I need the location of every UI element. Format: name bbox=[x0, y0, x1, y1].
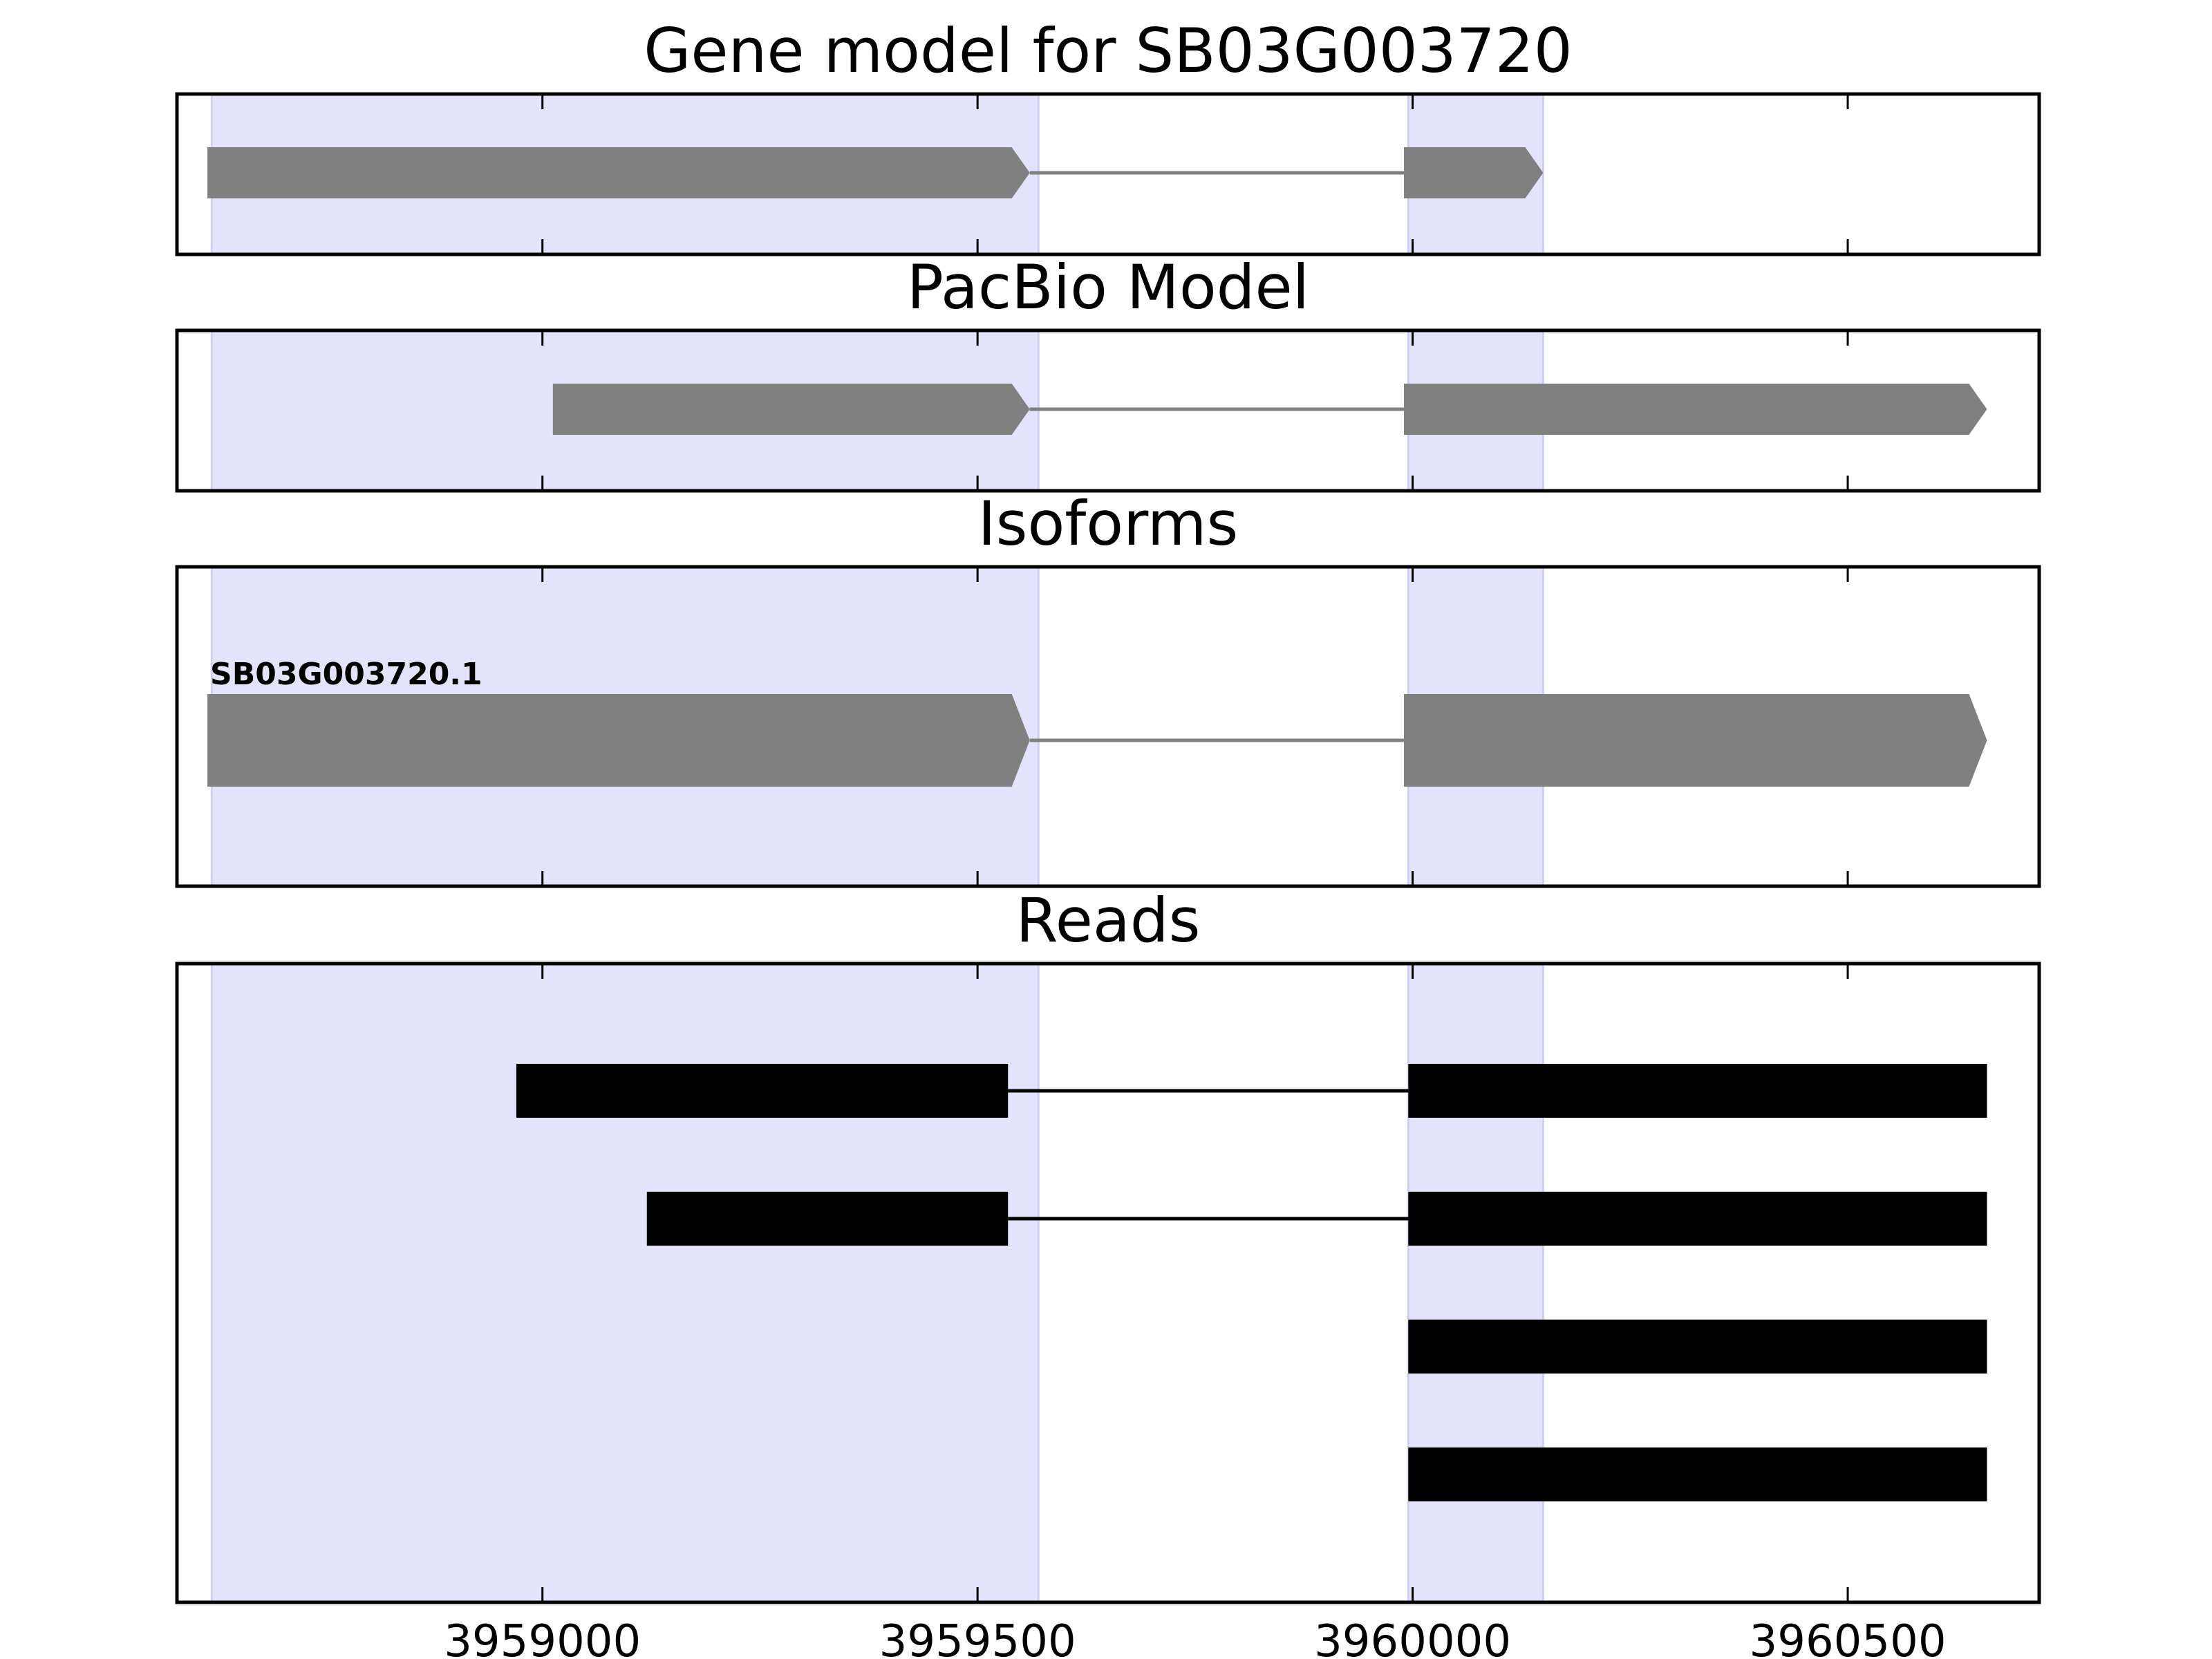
panel-title: Gene model for SB03G003720 bbox=[644, 15, 1573, 86]
shaded-region bbox=[1407, 962, 1544, 1604]
exon-block bbox=[1404, 147, 1544, 198]
transcript: SB03G003720.1 bbox=[207, 657, 1987, 787]
panel-title: Isoforms bbox=[978, 488, 1239, 559]
x-tick-label: 3959500 bbox=[879, 1616, 1076, 1659]
transcript bbox=[207, 147, 1544, 198]
axes-frame bbox=[175, 328, 2041, 493]
read-segment bbox=[516, 1064, 1009, 1118]
read-segment bbox=[1408, 1192, 1987, 1246]
exon-block bbox=[1404, 384, 1987, 435]
read-segment bbox=[1408, 1320, 1987, 1374]
panel-isoforms: Isoforms SB03G003720.1 bbox=[175, 488, 2041, 888]
read bbox=[1408, 1447, 1987, 1501]
x-tick-label: 3960500 bbox=[1750, 1616, 1947, 1659]
read-segment bbox=[646, 1192, 1009, 1246]
exon-block bbox=[207, 147, 1030, 198]
exon-block bbox=[207, 694, 1030, 787]
transcript bbox=[552, 384, 1987, 435]
axes-frame bbox=[175, 962, 2041, 1604]
read bbox=[516, 1064, 1987, 1118]
x-tick-label: 3959000 bbox=[444, 1616, 641, 1659]
read-segment bbox=[1408, 1064, 1987, 1118]
exon-block bbox=[552, 384, 1030, 435]
shaded-region bbox=[210, 962, 1040, 1604]
axes-frame bbox=[175, 565, 2041, 888]
panel-gene-model: Gene model for SB03G003720 bbox=[175, 15, 2041, 256]
panel-pacbio-model: PacBio Model bbox=[175, 252, 2041, 493]
panel-title: Reads bbox=[1016, 885, 1201, 956]
exon-block bbox=[1404, 694, 1987, 787]
panel-title: PacBio Model bbox=[907, 252, 1309, 323]
isoform-label: SB03G003720.1 bbox=[210, 657, 482, 692]
x-tick-label: 3960000 bbox=[1314, 1616, 1511, 1659]
read bbox=[1408, 1320, 1987, 1374]
panel-reads: Reads bbox=[175, 885, 2041, 1604]
read bbox=[646, 1192, 1987, 1246]
axes-frame bbox=[175, 92, 2041, 256]
read-segment bbox=[1408, 1447, 1987, 1501]
